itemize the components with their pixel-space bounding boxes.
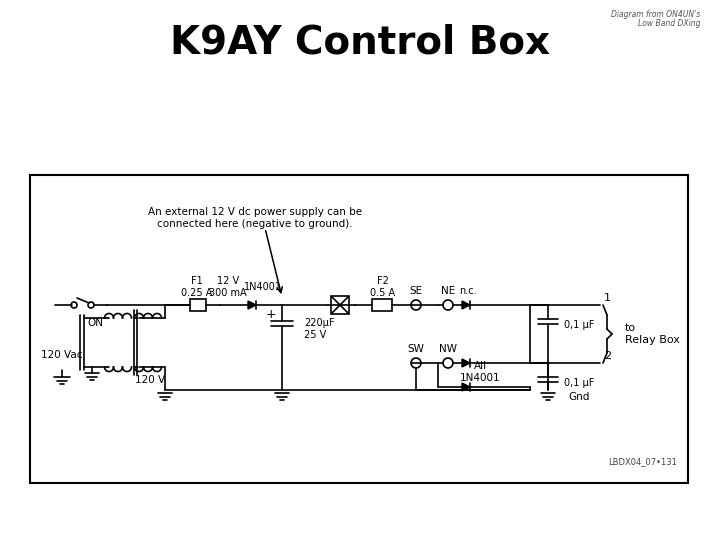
Polygon shape <box>248 301 256 309</box>
Bar <box>372 299 392 311</box>
Text: NE: NE <box>441 286 455 296</box>
Text: 220μF
25 V: 220μF 25 V <box>304 318 335 340</box>
Text: 120 V: 120 V <box>135 375 165 385</box>
Text: Diagram from ON4UN's: Diagram from ON4UN's <box>611 10 700 19</box>
Text: n.c.: n.c. <box>459 286 477 296</box>
Text: LBDX04_07•131: LBDX04_07•131 <box>608 457 677 467</box>
Text: All
1N4001: All 1N4001 <box>459 361 500 383</box>
Circle shape <box>88 302 94 308</box>
Text: Low Band DXing: Low Band DXing <box>637 19 700 28</box>
Bar <box>331 296 349 314</box>
Text: SE: SE <box>410 286 423 296</box>
Circle shape <box>411 358 421 368</box>
Text: F2
0.5 A: F2 0.5 A <box>370 276 395 298</box>
Text: SW: SW <box>408 344 424 354</box>
Text: 12 V
300 mA: 12 V 300 mA <box>210 276 247 298</box>
Text: 1N4001: 1N4001 <box>244 282 282 292</box>
Text: ON: ON <box>87 318 103 328</box>
Text: NW: NW <box>439 344 457 354</box>
Text: +: + <box>266 308 276 321</box>
Circle shape <box>411 300 421 310</box>
Circle shape <box>443 300 453 310</box>
Circle shape <box>71 302 77 308</box>
Text: Gnd: Gnd <box>568 392 590 402</box>
Circle shape <box>443 358 453 368</box>
Text: to
Relay Box: to Relay Box <box>625 323 680 345</box>
Text: 1: 1 <box>604 293 611 303</box>
Text: K9AY Control Box: K9AY Control Box <box>170 23 550 61</box>
Bar <box>30 175 688 483</box>
Polygon shape <box>462 359 470 367</box>
Polygon shape <box>462 383 470 391</box>
Text: 0,1 μF: 0,1 μF <box>564 320 595 330</box>
Polygon shape <box>462 301 470 309</box>
Text: F1
0.25 A: F1 0.25 A <box>181 276 212 298</box>
Bar <box>190 299 206 311</box>
Text: 0,1 μF: 0,1 μF <box>564 378 595 388</box>
Text: 120 Vac: 120 Vac <box>41 350 83 360</box>
Text: 2: 2 <box>604 351 611 361</box>
Text: An external 12 V dc power supply can be
connected here (negative to ground).: An external 12 V dc power supply can be … <box>148 207 362 228</box>
